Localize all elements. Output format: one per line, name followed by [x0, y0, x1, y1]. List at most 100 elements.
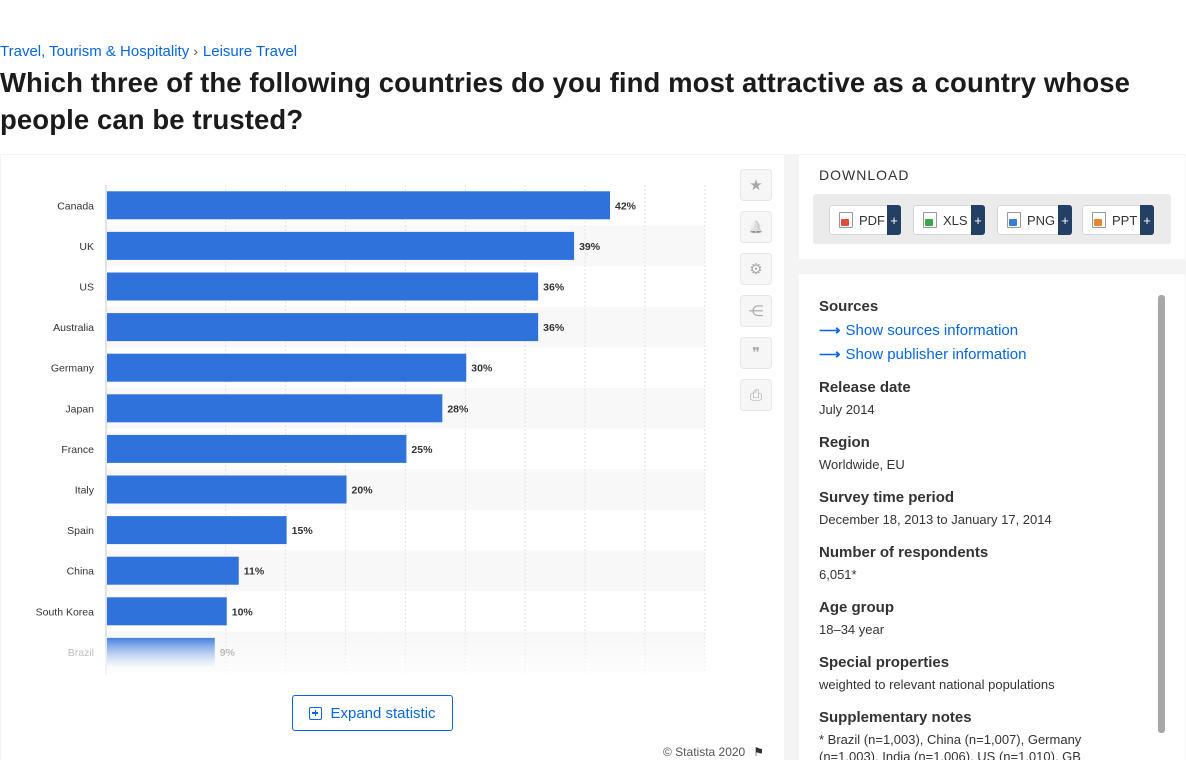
- breadcrumb: Travel, Tourism & Hospitality › Leisure Tr…: [0, 43, 297, 60]
- supplementary-heading: Supplementary notes: [819, 709, 972, 726]
- chevron-right-icon: ›: [193, 43, 198, 59]
- copyright-text: © Statista 2020: [663, 745, 746, 759]
- bar-canada: [107, 191, 610, 220]
- xls-file-icon-mark: [925, 219, 933, 226]
- png-file-icon-mark: [1009, 219, 1017, 226]
- gear-icon[interactable]: ⚙: [740, 253, 772, 285]
- age-group-value: 18–34 year: [819, 622, 885, 637]
- breadcrumb-item-leisure-travel[interactable]: Leisure Travel: [202, 43, 298, 60]
- sources-heading: Sources: [819, 298, 879, 315]
- expand-statistic-button[interactable]: Expand statistic: [292, 695, 453, 731]
- value-label: 20%: [352, 485, 374, 497]
- pdf-file-icon: [839, 212, 853, 228]
- bar-australia: [107, 313, 539, 342]
- print-icon[interactable]: ⎙: [740, 379, 772, 411]
- breadcrumb-item-travel[interactable]: Travel, Tourism & Hospitality: [0, 43, 190, 60]
- region-heading: Region: [819, 434, 870, 451]
- show-sources-label: Show sources information: [845, 322, 1019, 339]
- category-label: France: [61, 444, 94, 456]
- download-xls-button[interactable]: XLS +: [913, 205, 985, 235]
- ppt-file-icon: [1092, 212, 1106, 228]
- png-file-icon: [1007, 212, 1021, 228]
- value-label: 30%: [471, 363, 493, 375]
- flag-icon[interactable]: ⚑: [753, 745, 764, 759]
- download-png-button[interactable]: PNG +: [997, 205, 1072, 235]
- scrollbar[interactable]: [1158, 295, 1165, 733]
- category-label: Japan: [65, 403, 94, 415]
- download-strip: PDF + XLS + PNG + PPT +: [813, 194, 1171, 244]
- category-label: Australia: [53, 322, 94, 334]
- show-sources-link[interactable]: ⟶ Show sources information: [819, 321, 1018, 339]
- bar-chart: Canada 42% UK 39% US 36% Australia 36% Germany 30…: [1, 185, 721, 675]
- info-card: Sources ⟶ Show sources information ⟶ Show …: [799, 274, 1185, 760]
- category-label: Italy: [75, 485, 95, 497]
- respondents-heading: Number of respondents: [819, 544, 989, 561]
- survey-period-value: December 18, 2013 to January 17, 2014: [819, 512, 1052, 527]
- show-publisher-link[interactable]: ⟶ Show publisher information: [819, 345, 1026, 363]
- fade-overlay: [1, 632, 721, 675]
- expand-statistic-label: Expand statistic: [330, 704, 436, 722]
- download-pdf-button[interactable]: PDF +: [829, 205, 901, 235]
- survey-period-heading: Survey time period: [819, 489, 955, 506]
- bar-uk: [107, 231, 575, 260]
- arrow-right-icon: ⟶: [819, 322, 841, 339]
- category-label: Canada: [57, 200, 94, 212]
- pdf-file-icon-mark: [841, 219, 849, 226]
- arrow-right-icon: ⟶: [819, 346, 841, 363]
- download-card: DOWNLOAD PDF + XLS + PNG + PPT +: [799, 155, 1185, 259]
- special-properties-value: weighted to relevant national population…: [819, 677, 1055, 692]
- bar-japan: [107, 394, 443, 423]
- respondents-value: 6,051*: [819, 567, 857, 582]
- download-ppt-button[interactable]: PPT +: [1082, 205, 1154, 235]
- quote-icon[interactable]: ❞: [740, 337, 772, 369]
- special-properties-heading: Special properties: [819, 654, 950, 671]
- bar-spain: [107, 516, 287, 545]
- page-title: Which three of the following countries d…: [0, 67, 1131, 135]
- category-label: UK: [79, 241, 94, 253]
- ppt-file-icon-mark: [1094, 219, 1102, 226]
- download-png-label: PNG: [1027, 212, 1056, 228]
- plus-icon: +: [887, 205, 901, 235]
- value-label: 25%: [411, 444, 433, 456]
- category-label: US: [79, 282, 94, 294]
- value-label: 39%: [579, 241, 601, 253]
- category-label: Spain: [67, 525, 94, 537]
- bar-france: [107, 434, 407, 463]
- bar-us: [107, 272, 539, 301]
- xls-file-icon: [923, 212, 937, 228]
- bar-germany: [107, 353, 467, 382]
- age-group-heading: Age group: [819, 599, 894, 616]
- supplementary-value: * Brazil (n=1,003), China (n=1,007), Ger…: [819, 732, 1082, 760]
- download-ppt-label: PPT: [1112, 212, 1138, 228]
- value-label: 42%: [615, 200, 637, 212]
- chart-card: Canada 42% UK 39% US 36% Australia 36% Germany 30…: [1, 155, 784, 760]
- value-label: 36%: [543, 282, 565, 294]
- bar-south-korea: [107, 597, 227, 626]
- value-label: 28%: [447, 403, 469, 415]
- category-label: South Korea: [36, 606, 95, 618]
- bell-icon[interactable]: 🔔: [740, 211, 772, 243]
- show-publisher-label: Show publisher information: [845, 346, 1027, 363]
- plus-icon: +: [1140, 205, 1154, 235]
- release-date-value: July 2014: [819, 402, 875, 417]
- value-label: 15%: [292, 525, 314, 537]
- download-xls-label: XLS: [943, 212, 968, 228]
- download-pdf-label: PDF: [859, 212, 885, 228]
- share-icon[interactable]: ⋲: [740, 295, 772, 327]
- header-background: [0, 34, 1186, 154]
- category-label: Germany: [51, 363, 95, 375]
- copyright: © Statista 2020 ⚑: [663, 745, 764, 759]
- value-label: 36%: [543, 322, 565, 334]
- star-icon[interactable]: ★: [740, 169, 772, 201]
- category-label: China: [67, 566, 95, 578]
- top-bar: [0, 0, 1186, 34]
- plus-icon: +: [1058, 205, 1072, 235]
- bar-italy: [107, 475, 347, 504]
- value-label: 10%: [232, 606, 254, 618]
- download-title: DOWNLOAD: [819, 167, 910, 183]
- release-date-heading: Release date: [819, 379, 911, 396]
- value-label: 11%: [244, 566, 265, 578]
- bar-china: [107, 556, 239, 585]
- region-value: Worldwide, EU: [819, 457, 905, 472]
- plus-icon: +: [971, 205, 985, 235]
